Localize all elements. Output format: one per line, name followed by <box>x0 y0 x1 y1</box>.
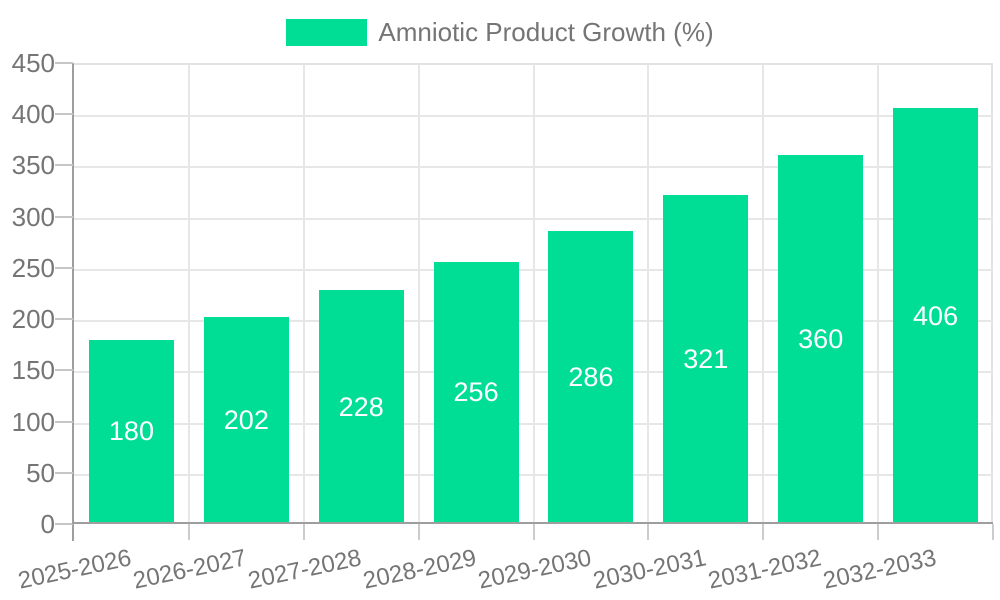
legend: Amniotic Product Growth (%) <box>0 17 1000 48</box>
bar-value-label: 256 <box>453 377 499 408</box>
bar: 360 <box>778 155 864 524</box>
legend-swatch <box>286 19 368 46</box>
bar: 406 <box>893 108 979 524</box>
x-axis-tick <box>877 524 880 540</box>
gridline-vertical <box>417 65 420 524</box>
gridline-vertical <box>532 65 535 524</box>
y-axis-tick <box>55 164 73 167</box>
y-tick-label: 400 <box>11 99 55 130</box>
bar-value-label: 406 <box>913 300 959 331</box>
x-axis-tick <box>762 524 765 540</box>
bar: 228 <box>318 290 404 524</box>
y-axis-line <box>72 63 74 541</box>
bar-value-label: 321 <box>683 344 729 375</box>
x-axis-tick <box>992 524 994 540</box>
plot-area: 180 202 228 256 286 321 360 406 <box>74 63 993 524</box>
y-tick-label: 450 <box>11 48 55 78</box>
x-axis-tick <box>187 524 190 540</box>
y-tick-label: 300 <box>11 201 55 232</box>
y-tick-label: 200 <box>11 304 55 335</box>
gridline-vertical <box>877 65 880 524</box>
x-axis-tick <box>532 524 535 540</box>
gridline-vertical <box>762 65 765 524</box>
y-axis-tick <box>55 215 73 218</box>
x-axis-line <box>72 522 993 524</box>
y-axis-tick <box>55 471 73 474</box>
gridline-vertical <box>187 65 190 524</box>
x-axis-tick <box>302 524 305 540</box>
bar: 286 <box>548 231 634 524</box>
y-axis-tick <box>55 318 73 321</box>
bar-value-label: 202 <box>223 405 269 436</box>
x-axis-tick <box>417 524 420 540</box>
bar: 202 <box>203 317 289 524</box>
y-tick-label: 100 <box>11 406 55 437</box>
y-axis-tick <box>55 113 73 116</box>
bar: 321 <box>663 195 749 524</box>
gridline-vertical <box>647 65 650 524</box>
bar-value-label: 180 <box>108 416 154 447</box>
y-axis-tick <box>55 62 73 64</box>
y-tick-label: 350 <box>11 150 55 181</box>
bar-value-label: 360 <box>798 324 844 355</box>
y-tick-label: 0 <box>40 509 55 539</box>
bar-value-label: 228 <box>338 391 384 422</box>
y-tick-label: 150 <box>11 355 55 386</box>
y-axis-tick <box>55 523 73 525</box>
y-tick-label: 250 <box>11 252 55 283</box>
y-axis-tick <box>55 266 73 269</box>
bar: 180 <box>88 339 174 524</box>
bar: 256 <box>433 261 519 524</box>
x-axis-tick <box>647 524 650 540</box>
y-axis-tick <box>55 369 73 372</box>
bar-value-label: 286 <box>568 362 614 392</box>
legend-label: Amniotic Product Growth (%) <box>378 17 714 47</box>
y-axis-tick <box>55 420 73 423</box>
gridline-vertical <box>302 65 305 524</box>
y-tick-label: 50 <box>26 457 55 488</box>
